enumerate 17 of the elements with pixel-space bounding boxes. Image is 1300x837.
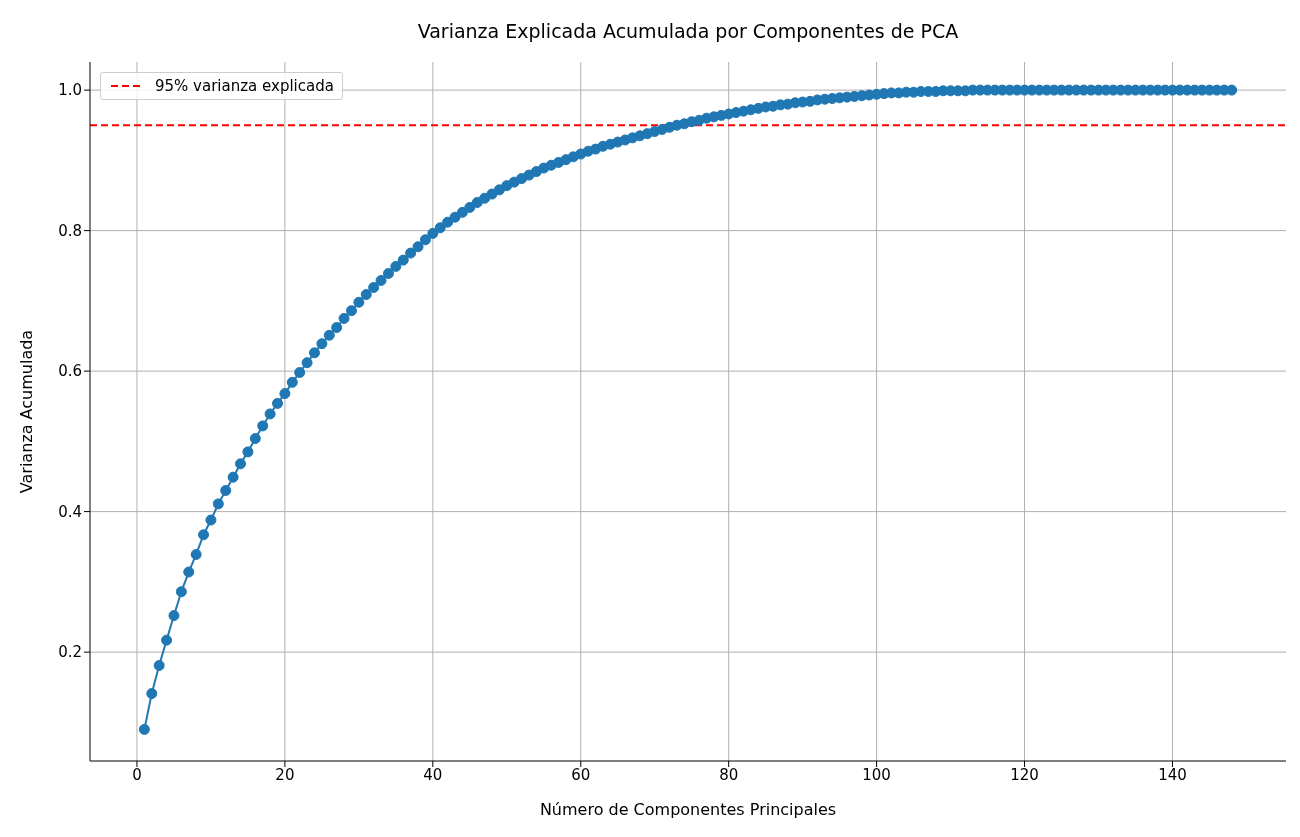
y-tick-label: 0.2	[58, 643, 82, 662]
x-tick-label: 120	[1010, 765, 1039, 784]
y-tick-label: 0.4	[58, 502, 82, 521]
x-tick-label: 140	[1158, 765, 1187, 784]
y-tick-label: 0.8	[58, 221, 82, 240]
y-axis-title: Varianza Acumulada	[16, 329, 36, 494]
y-tick-label: 0.6	[58, 362, 82, 381]
x-tick-label: 0	[132, 765, 142, 784]
y-tick-label: 1.0	[58, 81, 82, 100]
x-tick-label: 100	[862, 765, 891, 784]
x-tick-label: 80	[719, 765, 739, 784]
legend-label: 95% varianza explicada	[155, 77, 334, 95]
x-tick-label: 40	[423, 765, 443, 784]
x-axis-title: Número de Componentes Principales	[539, 800, 837, 819]
x-tick-label: 20	[275, 765, 295, 784]
chart-title: Varianza Explicada Acumulada por Componentes de PCA	[416, 20, 960, 42]
x-tick-label: 60	[571, 765, 591, 784]
